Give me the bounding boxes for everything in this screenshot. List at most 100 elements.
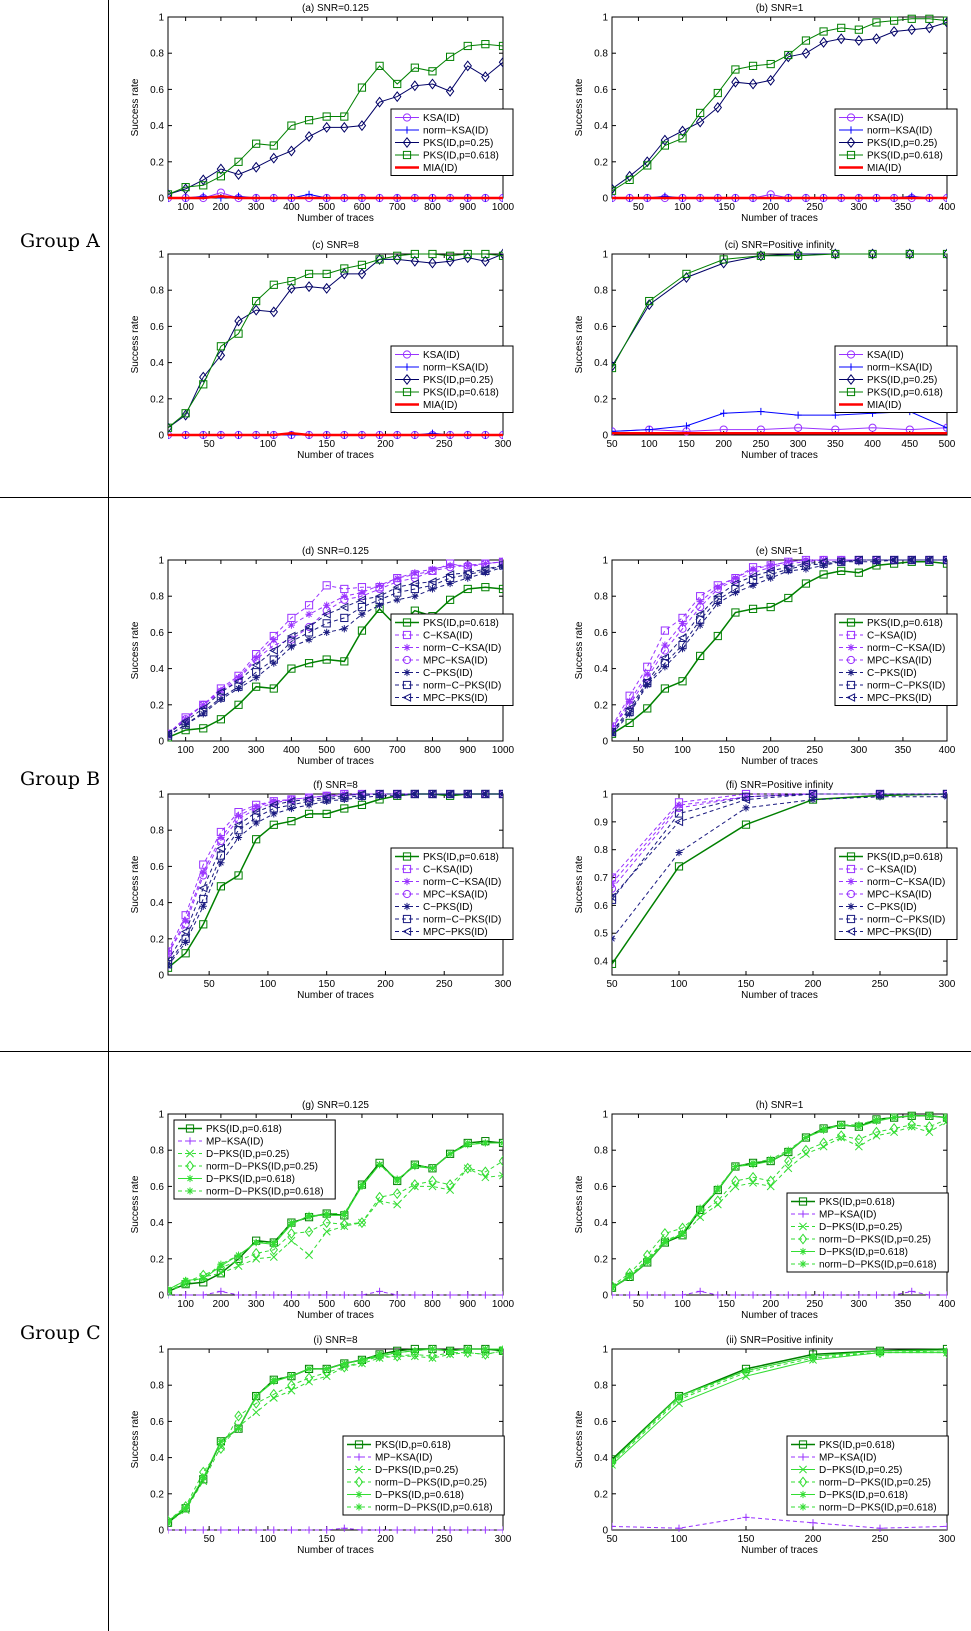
y-axis-label: Success rate: [130, 1175, 141, 1233]
legend-entry: PKS(ID,p=0.25): [423, 138, 493, 149]
x-tick-label: 200: [213, 745, 230, 756]
legend-entry: PKS(ID,p=0.25): [867, 138, 937, 149]
legend-entry: MP−KSA(ID): [819, 1453, 877, 1464]
group-label-a: Group A: [20, 230, 100, 252]
legend-marker: [847, 644, 854, 651]
y-tick-label: 0.8: [150, 1381, 164, 1392]
chart-f: (f) SNR=800.20.40.60.8150 100 150 200 250 300…: [108, 774, 513, 1015]
y-tick-label: 0.2: [150, 157, 164, 168]
x-tick-label: 400: [283, 202, 300, 213]
x-tick-label: 200: [762, 202, 779, 213]
y-tick-label: 0.6: [150, 1182, 164, 1193]
y-tick-label: 1: [602, 13, 608, 24]
y-axis-label: Success rate: [574, 1175, 585, 1233]
legend-entry: MIA(ID): [867, 163, 901, 174]
x-axis-label: Number of traces: [297, 450, 374, 461]
legend-entry: norm−C−PKS(ID): [867, 915, 945, 926]
legend-entry: norm−D−PKS(ID,p=0.25): [819, 1235, 931, 1246]
x-tick-label: 300: [939, 1534, 956, 1545]
legend-entry: C−KSA(ID): [867, 631, 917, 642]
chart-title: (g) SNR=0.125: [302, 1100, 369, 1111]
legend: PKS(ID,p=0.618)MP−KSA(ID)D−PKS(ID,p=0.25…: [174, 1120, 335, 1199]
x-tick-label: 50: [606, 439, 618, 450]
chart-h: (h) SNR=100.20.40.60.8150 100 150 200 250 300…: [552, 1094, 957, 1335]
legend-entry: PKS(ID,p=0.618): [423, 852, 499, 863]
x-tick-label: 100: [674, 202, 691, 213]
legend-entry: PKS(ID,p=0.618): [867, 618, 943, 629]
data-point: [675, 849, 682, 856]
chart-title: (b) SNR=1: [756, 3, 804, 14]
x-axis-label: Number of traces: [741, 990, 818, 1001]
y-axis-label: Success rate: [574, 315, 585, 373]
legend-entry: MIA(ID): [423, 400, 457, 411]
data-point: [376, 602, 383, 609]
legend: PKS(ID,p=0.618)MP−KSA(ID)D−PKS(ID,p=0.25…: [343, 1436, 504, 1515]
legend-entry: norm−C−PKS(ID): [423, 681, 501, 692]
x-tick-label: 300: [939, 979, 956, 990]
legend-marker: [403, 903, 410, 910]
legend-entry: MPC−KSA(ID): [867, 656, 932, 667]
x-tick-label: 250: [436, 439, 453, 450]
y-tick-label: 0.4: [150, 121, 164, 132]
y-tick-label: 0.4: [150, 898, 164, 909]
x-tick-label: 250: [806, 1299, 823, 1310]
data-point: [809, 1353, 816, 1360]
legend-entry: C−KSA(ID): [867, 865, 917, 876]
data-point: [253, 819, 260, 826]
x-tick-label: 800: [424, 745, 441, 756]
x-tick-label: 300: [850, 745, 867, 756]
y-tick-label: 0.2: [150, 1489, 164, 1500]
y-tick-label: 0.2: [150, 394, 164, 405]
legend: KSA(ID)norm−KSA(ID)PKS(ID,p=0.25)PKS(ID,…: [391, 109, 513, 176]
x-tick-label: 600: [354, 745, 371, 756]
chart-title: (d) SNR=0.125: [302, 546, 369, 557]
y-tick-label: 0.8: [594, 1146, 608, 1157]
y-tick-label: 0.4: [150, 664, 164, 675]
y-tick-label: 0.8: [594, 845, 608, 856]
y-tick-label: 0.9: [594, 817, 608, 828]
chart-title: (h) SNR=1: [756, 1100, 804, 1111]
data-point: [270, 810, 277, 817]
legend: KSA(ID)norm−KSA(ID)PKS(ID,p=0.25)PKS(ID,…: [835, 109, 957, 176]
x-axis-label: Number of traces: [741, 450, 818, 461]
legend-entry: D−PKS(ID,p=0.618): [819, 1490, 908, 1501]
y-tick-label: 1: [158, 1110, 164, 1121]
x-tick-label: 100: [674, 745, 691, 756]
legend: PKS(ID,p=0.618) C−KSA(ID)norm−C−KSA(ID) MP…: [835, 614, 957, 706]
legend-entry: norm−D−PKS(ID,p=0.618): [375, 1503, 493, 1514]
y-tick-label: 1: [602, 1345, 608, 1356]
data-point: [767, 1156, 774, 1163]
y-tick-label: 0: [158, 194, 164, 205]
x-tick-label: 100: [260, 439, 277, 450]
legend-entry: MPC−PKS(ID): [867, 693, 932, 704]
data-point: [608, 1284, 615, 1291]
x-tick-label: 350: [895, 1299, 912, 1310]
y-tick-label: 1: [158, 790, 164, 801]
legend-entry: norm−KSA(ID): [867, 363, 932, 374]
x-tick-label: 150: [318, 1534, 335, 1545]
x-tick-label: 200: [715, 439, 732, 450]
y-tick-label: 1: [158, 13, 164, 24]
y-tick-label: 1: [158, 556, 164, 567]
x-tick-label: 200: [762, 745, 779, 756]
data-point: [608, 935, 615, 942]
chart-title: (f) SNR=8: [313, 780, 358, 791]
x-tick-label: 400: [864, 439, 881, 450]
legend-entry: KSA(ID): [423, 350, 460, 361]
x-tick-label: 900: [459, 745, 476, 756]
legend-entry: C−PKS(ID): [423, 902, 473, 913]
data-point: [943, 1114, 950, 1121]
chart-title: (a) SNR=0.125: [302, 3, 369, 14]
x-tick-label: 200: [805, 979, 822, 990]
x-tick-label: 300: [850, 202, 867, 213]
chart-title: (fi) SNR=Positive infinity: [726, 780, 834, 791]
x-tick-label: 300: [248, 1299, 265, 1310]
legend-marker: [799, 1503, 806, 1510]
legend-entry: norm−D−PKS(ID,p=0.618): [206, 1187, 324, 1198]
legend-entry: C−PKS(ID): [867, 902, 917, 913]
legend-marker: [847, 878, 854, 885]
x-tick-label: 600: [354, 1299, 371, 1310]
y-tick-label: 0.6: [150, 1417, 164, 1428]
y-tick-label: 0.6: [150, 85, 164, 96]
chart-title: (ci) SNR=Positive infinity: [725, 240, 835, 251]
